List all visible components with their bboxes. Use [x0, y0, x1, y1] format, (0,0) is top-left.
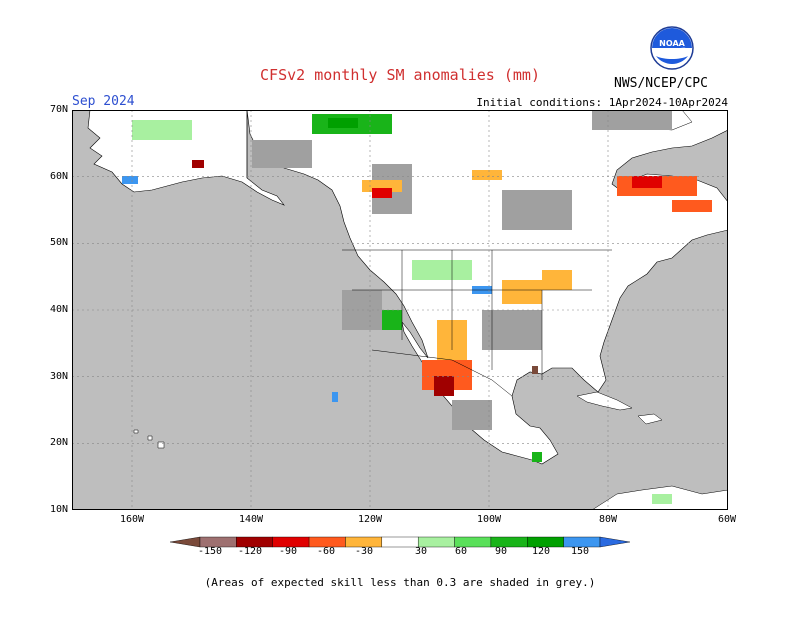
map-border	[72, 110, 728, 510]
logo-text: NOAA	[659, 39, 685, 48]
cuba	[576, 391, 633, 411]
colorbar-arrow-right	[599, 536, 630, 548]
graticule	[72, 110, 728, 510]
colorbar-label: -150	[197, 546, 223, 557]
colorbar-label: -30	[354, 546, 374, 557]
map-title: CFSv2 monthly SM anomalies (mm)	[260, 66, 540, 84]
lat-label-30n: 30N	[49, 371, 68, 382]
colorbar-label: -60	[316, 546, 336, 557]
skill-shading-note: (Areas of expected skill less than 0.3 a…	[204, 576, 596, 589]
colorbar-label: 150	[570, 546, 590, 557]
lat-label-60n: 60N	[49, 171, 68, 182]
colorbar-label: 30	[414, 546, 428, 557]
lon-label-120w: 120W	[357, 514, 383, 525]
lat-label-40n: 40N	[49, 304, 68, 315]
dry-anomaly-cells	[192, 160, 712, 396]
lon-label-160w: 160W	[119, 514, 145, 525]
hispaniola	[637, 413, 663, 425]
colorbar-label: 60	[454, 546, 468, 557]
colorbar	[170, 536, 630, 548]
colorbar-label: 120	[531, 546, 551, 557]
colorbar-label: -90	[278, 546, 298, 557]
agency-label: NWS/NCEP/CPC	[614, 76, 708, 91]
lat-label-20n: 20N	[49, 437, 68, 448]
noaa-logo-icon: NOAA	[650, 26, 694, 70]
lat-label-10n: 10N	[49, 504, 68, 515]
hawaii	[133, 429, 165, 449]
colorbar-label: 90	[494, 546, 508, 557]
lat-label-70n: 70N	[49, 104, 68, 115]
soil-moisture-map	[72, 110, 728, 510]
lon-label-60w: 60W	[717, 514, 737, 525]
lon-label-80w: 80W	[598, 514, 618, 525]
colorbar-label: -120	[237, 546, 263, 557]
lat-label-50n: 50N	[49, 237, 68, 248]
lon-label-140w: 140W	[238, 514, 264, 525]
initial-conditions: Initial conditions: 1Apr2024-10Apr2024	[476, 96, 728, 109]
forecast-period: Sep 2024	[72, 94, 135, 109]
lon-label-100w: 100W	[476, 514, 502, 525]
